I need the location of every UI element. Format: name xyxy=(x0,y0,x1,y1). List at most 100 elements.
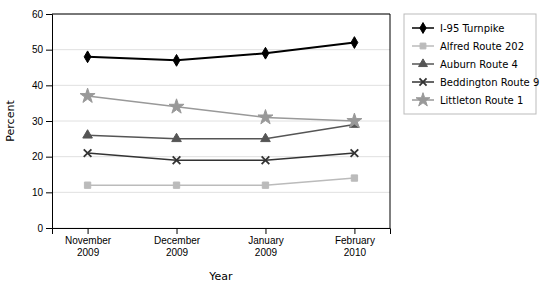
legend-item: Beddington Route 9 xyxy=(412,77,539,88)
series-marker xyxy=(84,149,92,157)
y-tick: 10 xyxy=(32,187,52,198)
y-tick: 20 xyxy=(32,151,52,162)
legend-item: I-95 Turnpike xyxy=(412,23,504,34)
y-tick: 40 xyxy=(32,80,52,91)
series-line xyxy=(88,96,355,121)
grid xyxy=(52,14,390,228)
legend-marker xyxy=(420,43,426,49)
y-tick: 0 xyxy=(37,223,52,234)
series-marker xyxy=(172,133,182,141)
y-tick-mark xyxy=(46,157,52,158)
y-tick-label: 40 xyxy=(32,80,44,91)
series-marker xyxy=(169,99,184,113)
x-tick-mark xyxy=(177,228,178,234)
legend-marker xyxy=(416,93,430,106)
y-tick-mark xyxy=(46,192,52,193)
legend-marker xyxy=(419,59,428,67)
y-tick: 60 xyxy=(32,9,52,20)
x-tick-label-line: December xyxy=(154,235,201,246)
series-line xyxy=(88,43,355,61)
y-tick-label: 0 xyxy=(37,223,43,234)
series-marker xyxy=(351,37,358,49)
series-marker xyxy=(262,47,269,59)
grid-line xyxy=(52,85,390,86)
legend-item: Auburn Route 4 xyxy=(412,59,518,70)
legend-box xyxy=(404,14,536,114)
series-marker xyxy=(262,156,270,164)
x-axis-line xyxy=(53,229,391,235)
x-tick-label: December2009 xyxy=(154,235,201,258)
x-tick-label: February2010 xyxy=(335,235,375,258)
x-axis: November2009December2009January2009Febru… xyxy=(53,228,391,258)
series xyxy=(84,175,357,188)
series xyxy=(80,88,362,127)
y-axis-title: Percent xyxy=(4,100,17,142)
x-tick-label-line: 2009 xyxy=(255,247,278,258)
series-line xyxy=(88,125,355,139)
series-marker xyxy=(351,175,357,181)
legend-item: Littleton Route 1 xyxy=(412,93,523,106)
series-marker xyxy=(83,130,93,138)
y-tick-label: 30 xyxy=(32,116,44,127)
frame-top xyxy=(52,14,390,15)
series-marker xyxy=(262,182,268,188)
x-tick-label-line: 2009 xyxy=(77,247,100,258)
x-tick-label-line: 2010 xyxy=(344,247,367,258)
x-tick-label-line: November xyxy=(65,235,112,246)
series-marker xyxy=(261,133,271,141)
x-axis-title: Year xyxy=(208,270,233,283)
x-tick-mark xyxy=(265,228,266,234)
series-marker xyxy=(258,110,273,124)
marks xyxy=(80,37,362,189)
legend-marker xyxy=(419,78,426,85)
series-marker xyxy=(351,149,359,157)
x-tick-label-line: 2009 xyxy=(166,247,189,258)
legend-label: Alfred Route 202 xyxy=(440,41,524,52)
grid-line xyxy=(52,14,390,15)
y-tick-label: 20 xyxy=(32,151,44,162)
series-line xyxy=(88,153,355,160)
x-tick-label: November2009 xyxy=(65,235,112,258)
y-tick: 30 xyxy=(32,116,52,127)
chart: 0102030405060November2009December2009Jan… xyxy=(0,0,540,286)
y-tick-mark xyxy=(46,14,52,15)
legend-label: I-95 Turnpike xyxy=(440,23,504,34)
y-tick-label: 60 xyxy=(32,9,44,20)
series-marker xyxy=(173,182,179,188)
x-tick-label-line: January xyxy=(248,235,284,246)
x-tick-label: January2009 xyxy=(248,235,284,258)
series xyxy=(84,37,358,67)
y-tick-mark xyxy=(46,50,52,51)
x-tick-label-line: February xyxy=(335,235,375,246)
series-marker xyxy=(84,182,90,188)
y-tick-label: 10 xyxy=(32,187,44,198)
y-tick-mark xyxy=(46,228,52,229)
legend-label: Beddington Route 9 xyxy=(440,77,539,88)
grid-line xyxy=(52,49,390,50)
x-tick-mark xyxy=(88,228,89,234)
x-tick: December2009 xyxy=(154,228,201,258)
series xyxy=(83,119,359,142)
y-tick-label: 50 xyxy=(32,44,44,55)
frame-right xyxy=(390,14,391,228)
x-tick: February2010 xyxy=(335,228,375,258)
y-axis: 0 10 20 30 40 50 60 xyxy=(32,9,53,234)
y-tick-mark xyxy=(46,85,52,86)
x-tick-mark xyxy=(354,228,355,234)
y-tick: 50 xyxy=(32,44,52,55)
x-tick: November2009 xyxy=(65,228,112,258)
series-marker xyxy=(84,51,91,63)
legend-label: Littleton Route 1 xyxy=(440,95,523,106)
x-tick: January2009 xyxy=(248,228,284,258)
series-marker xyxy=(347,113,362,127)
series xyxy=(84,149,359,164)
legend-marker xyxy=(420,23,426,34)
y-tick-mark xyxy=(46,121,52,122)
series-marker xyxy=(173,156,181,164)
grid-line xyxy=(52,192,390,193)
legend-label: Auburn Route 4 xyxy=(440,59,518,70)
y-axis-line xyxy=(46,15,53,229)
legend-item: Alfred Route 202 xyxy=(412,41,524,52)
plot: 0102030405060November2009December2009Jan… xyxy=(32,9,391,258)
series-marker xyxy=(80,88,95,102)
